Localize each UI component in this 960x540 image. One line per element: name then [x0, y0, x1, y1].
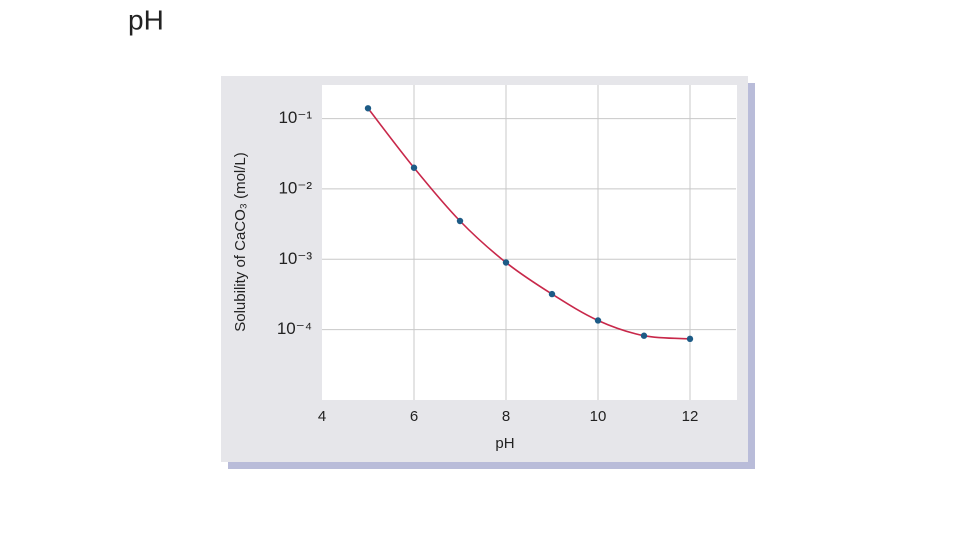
data-point	[548, 290, 556, 298]
data-point	[594, 317, 602, 324]
x-tick-label: 8	[502, 408, 510, 425]
data-point	[640, 332, 648, 339]
y-tick-label: 10⁻²	[278, 178, 312, 197]
data-point	[686, 335, 694, 343]
plot-area	[322, 85, 737, 400]
x-axis-label: pH	[495, 435, 514, 452]
y-tick-label: 10⁻⁴	[277, 319, 312, 338]
plot: 4 6 8 10 12 10⁻¹ 10⁻² 10⁻³ 10⁻⁴	[277, 85, 736, 425]
data-point	[410, 164, 418, 171]
slide-title: pH	[128, 4, 164, 35]
y-tick-label: 10⁻³	[278, 249, 312, 268]
x-tick-label: 4	[318, 408, 326, 425]
data-point	[364, 105, 372, 112]
x-tick-label: 6	[410, 408, 418, 425]
data-point	[456, 217, 464, 225]
y-tick-label: 10⁻¹	[278, 108, 312, 127]
y-axis-label: Solubility of CaCO₃ (mol/L)	[232, 152, 249, 332]
x-tick-label: 12	[682, 408, 699, 425]
x-tick-label: 10	[590, 408, 607, 425]
data-point	[502, 259, 510, 266]
